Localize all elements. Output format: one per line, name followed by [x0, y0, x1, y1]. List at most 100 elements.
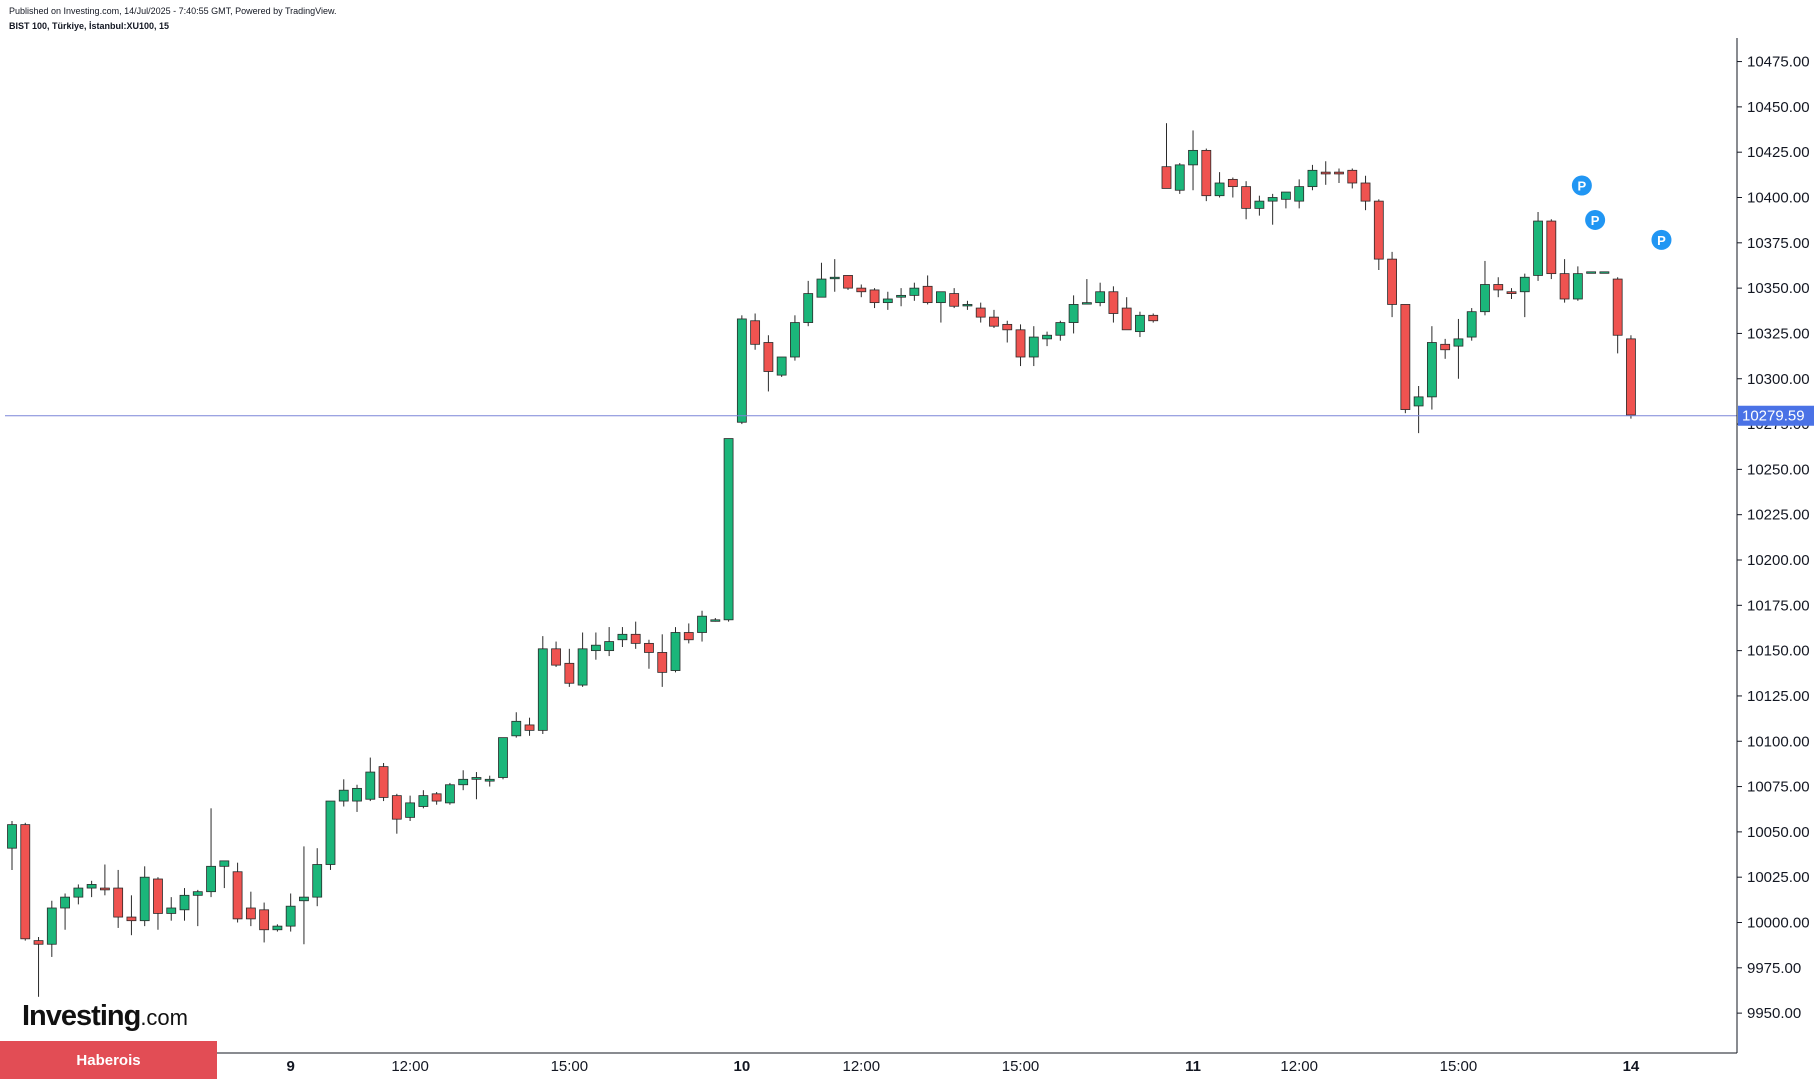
candle: [1400, 304, 1411, 414]
candle: [1042, 331, 1052, 347]
candle-body: [803, 293, 814, 323]
x-tick-label: 10: [734, 1058, 751, 1075]
candle: [1559, 259, 1570, 303]
candle-body: [232, 871, 243, 920]
x-tick-label: 9: [286, 1058, 294, 1075]
logo-suffix: .com: [140, 1005, 188, 1030]
y-tick-label: 9950.00: [1747, 1005, 1801, 1022]
candle-body: [1015, 329, 1026, 358]
candle: [325, 800, 336, 870]
candle: [630, 621, 641, 649]
candle: [1572, 266, 1583, 301]
candle-body: [630, 633, 641, 644]
candle-body: [511, 720, 522, 737]
candle: [1533, 212, 1543, 281]
candle: [1201, 148, 1212, 202]
candle: [710, 618, 721, 622]
candle-body: [1042, 334, 1052, 340]
candle-body: [99, 887, 110, 891]
candle-body: [1387, 258, 1397, 305]
candle-body: [776, 356, 787, 376]
candle: [1546, 219, 1557, 280]
candle-body: [219, 860, 230, 867]
investing-logo: Investing.com: [22, 1000, 188, 1033]
p-marker: P: [1651, 229, 1672, 250]
candle: [524, 717, 535, 736]
candle: [166, 897, 177, 921]
candle-body: [1506, 291, 1517, 294]
candle-body: [1241, 186, 1252, 209]
candle-body: [484, 778, 495, 782]
candle-body: [471, 777, 482, 780]
candle: [856, 284, 867, 298]
y-tick-label: 10150.00: [1747, 643, 1810, 660]
candle-body: [564, 662, 575, 684]
candle: [697, 610, 707, 642]
candle: [829, 259, 840, 292]
candle: [272, 924, 283, 932]
candle: [484, 775, 495, 787]
candle-body: [537, 648, 548, 731]
candle-body: [179, 894, 190, 911]
candle-body: [644, 642, 654, 653]
y-tick-label: 10300.00: [1747, 371, 1810, 388]
candle: [352, 784, 362, 812]
candle-body: [1373, 200, 1384, 260]
candle: [1347, 168, 1358, 189]
candle: [1214, 172, 1225, 198]
candle-body: [445, 784, 455, 804]
candle: [790, 315, 800, 361]
candle: [86, 880, 97, 898]
candle: [1148, 313, 1159, 323]
candle-body: [1081, 302, 1092, 305]
candles: [7, 123, 1636, 997]
candle: [1227, 177, 1238, 198]
candle: [776, 356, 787, 377]
candle-body: [936, 291, 946, 304]
candle-body: [1347, 169, 1358, 184]
candle-body: [33, 940, 44, 945]
x-tick-label: 12:00: [843, 1058, 881, 1075]
candle-body: [166, 907, 177, 914]
y-tick-label: 10175.00: [1747, 597, 1810, 614]
candle: [365, 757, 376, 802]
candle-body: [750, 320, 761, 345]
candle: [1466, 308, 1477, 341]
candle-body: [524, 724, 535, 731]
candle: [259, 902, 270, 943]
candle: [816, 262, 827, 298]
candle-body: [1559, 273, 1570, 300]
x-tick-label: 15:00: [551, 1058, 589, 1075]
x-tick-label: 15:00: [1002, 1058, 1040, 1075]
candle: [1281, 191, 1291, 209]
candle: [869, 288, 880, 309]
candle: [551, 641, 561, 667]
candle: [1387, 251, 1397, 318]
candle: [1334, 168, 1344, 183]
candle: [418, 790, 429, 809]
candle-body: [7, 824, 17, 849]
candle-body: [1400, 304, 1411, 410]
candle: [405, 795, 416, 821]
last-price-label-bg: [1738, 405, 1814, 426]
candle-body: [20, 824, 31, 940]
p-marker-label: P: [1657, 233, 1666, 248]
candle: [511, 712, 522, 738]
candle: [20, 822, 31, 941]
candle: [564, 648, 575, 687]
symbol-title: BIST 100, Türkiye, İstanbul:XU100, 15: [9, 21, 170, 31]
candle-body: [1546, 220, 1557, 275]
candle: [537, 636, 548, 734]
candle-body: [909, 287, 920, 296]
y-tick-label: 10050.00: [1747, 824, 1810, 841]
candle: [644, 639, 654, 669]
candle: [1453, 318, 1464, 379]
y-tick-label: 10125.00: [1747, 688, 1810, 705]
candle-body: [670, 632, 681, 671]
candle: [192, 889, 203, 927]
y-tick-label: 10425.00: [1747, 144, 1810, 161]
candle-body: [458, 778, 469, 786]
candle: [498, 737, 508, 780]
candle: [1413, 386, 1424, 434]
